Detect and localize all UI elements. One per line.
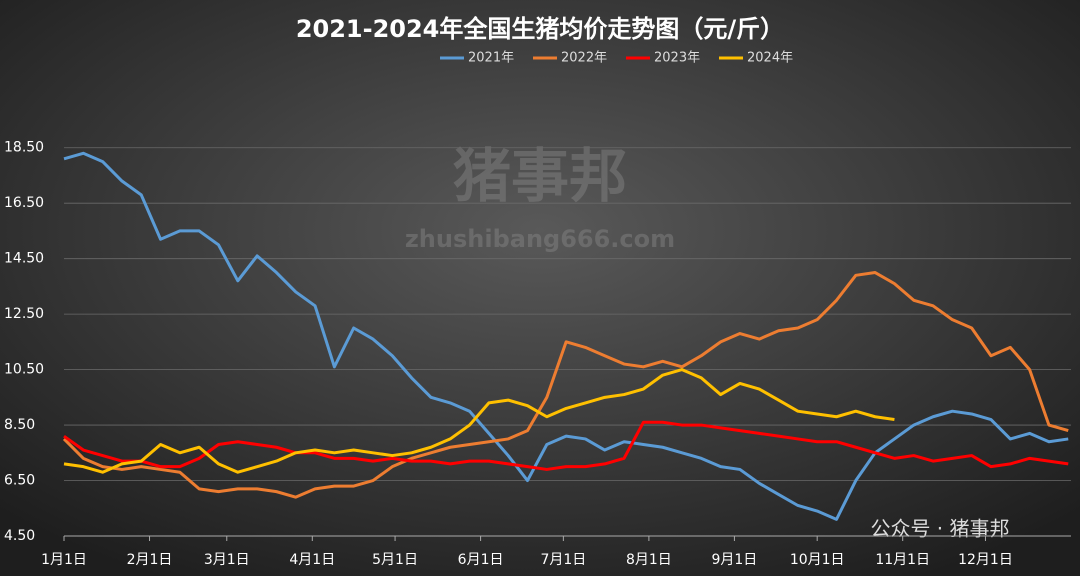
legend-label: 2024年 (747, 51, 793, 66)
x-tick-label: 6月1日 (458, 552, 504, 568)
x-tick-label: 8月1日 (626, 552, 672, 568)
x-tick-label: 5月1日 (372, 552, 418, 568)
legend-label: 2023年 (654, 51, 700, 66)
y-tick-label: 14.50 (4, 251, 44, 267)
y-tick-label: 6.50 (4, 473, 35, 489)
series-line (63, 151, 1069, 521)
y-tick-label: 16.50 (4, 195, 44, 211)
x-tick-label: 12月1日 (958, 552, 1013, 568)
watermark-url: zhushibang666.com (405, 225, 675, 253)
chart-title: 2021-2024年全国生猪均价走势图（元/斤） (296, 15, 784, 43)
y-tick-label: 12.50 (4, 306, 44, 322)
watermark: 猪事邦 (453, 142, 627, 210)
y-tick-label: 10.50 (4, 362, 44, 378)
footer: 公众号 · 猪事邦 (870, 517, 1009, 541)
plot: 4.50 6.50 8.50 10.50 12.50 14.50 16.50 18.50 1月1… (4, 51, 1071, 568)
x-tick-label: 9月1日 (711, 552, 757, 568)
x-tick-label: 10月1日 (790, 552, 845, 568)
y-tick-label: 18.50 (4, 140, 44, 156)
series-line (63, 420, 1069, 471)
legend-label: 2021年 (468, 51, 514, 66)
series-line (62, 271, 1069, 499)
x-tick-label: 3月1日 (204, 552, 250, 568)
y-tick-label: 8.50 (4, 417, 35, 433)
series-line (63, 368, 895, 474)
y-tick-label: 4.50 (4, 528, 35, 544)
legend-label: 2022年 (561, 51, 607, 66)
x-tick-label: 11月1日 (875, 552, 930, 568)
x-tick-label: 2月1日 (127, 552, 173, 568)
x-tick-label: 1月1日 (41, 552, 87, 568)
x-tick-label: 7月1日 (540, 552, 586, 568)
x-tick-label: 4月1日 (289, 552, 335, 568)
